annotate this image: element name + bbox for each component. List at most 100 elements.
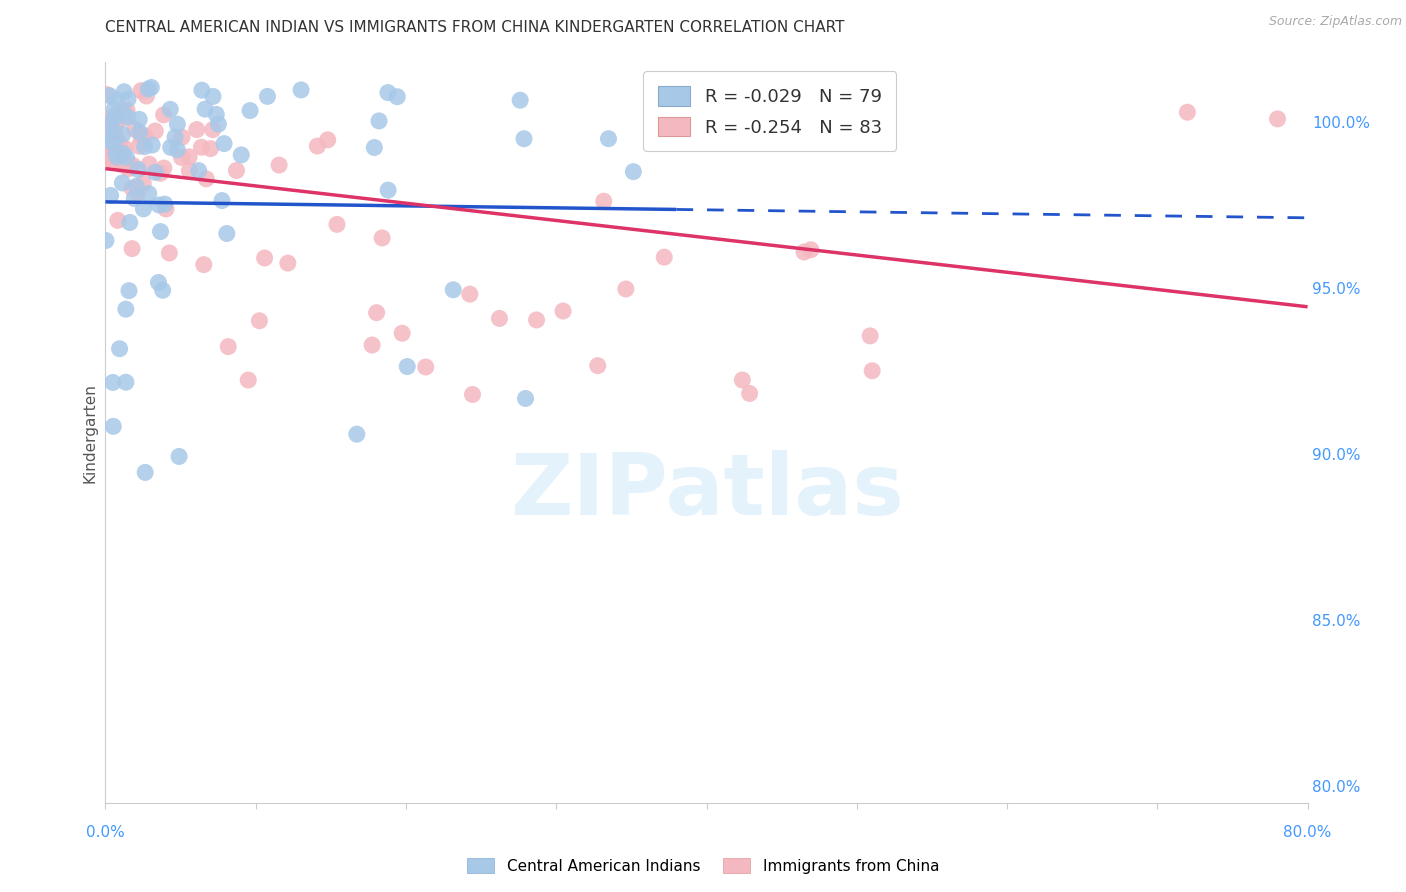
Point [103,102,125,116]
Point [124,122,146,136]
Point [366,306,388,320]
Point [195,172,218,186]
Point [326,218,349,232]
Point [96,152,118,166]
Point [121,181,143,195]
Point [112,111,135,125]
Point [111,106,134,120]
Point [202,89,225,103]
Point [586,359,609,373]
Point [163,130,186,145]
Point [117,157,139,171]
Point [155,202,177,216]
Point [105,93,128,107]
Point [621,164,644,178]
Point [166,143,188,157]
Point [97,119,120,133]
Point [149,166,172,180]
Point [103,125,125,139]
Text: ZIPatlas: ZIPatlas [509,450,904,533]
Point [526,313,548,327]
Point [387,89,409,103]
Point [104,118,127,132]
Point [128,125,150,139]
Point [112,104,135,119]
Point [652,250,675,264]
Point [346,427,368,442]
Point [170,130,193,145]
Point [101,155,124,169]
Point [225,163,247,178]
Point [100,122,122,136]
Point [127,162,149,177]
Point [515,392,537,406]
Point [124,191,146,205]
Point [368,114,391,128]
Point [103,109,125,123]
Point [115,103,138,118]
Point [101,146,124,161]
Point [509,93,531,107]
Point [101,376,124,390]
Point [105,146,128,161]
Point [103,112,125,126]
Point [103,135,125,149]
Point [135,89,157,103]
Point [1267,112,1289,126]
Point [117,161,139,176]
Point [138,186,160,201]
Point [134,128,156,143]
Point [277,256,299,270]
Point [129,128,152,143]
Point [115,151,138,165]
Point [132,177,155,191]
Point [205,107,228,121]
Point [134,139,156,153]
Point [108,136,131,151]
Point [132,202,155,216]
Point [152,108,174,122]
Point [307,139,329,153]
Point [121,158,143,172]
Point [186,122,208,136]
Point [166,117,188,131]
Point [793,245,815,260]
Point [96,87,118,102]
Point [120,160,142,174]
Point [152,283,174,297]
Point [128,112,150,127]
Y-axis label: Kindergarten: Kindergarten [82,383,97,483]
Point [253,251,276,265]
Point [238,373,260,387]
Point [157,246,180,260]
Point [201,122,224,136]
Point [121,242,143,256]
Point [738,386,761,401]
Point [363,140,385,154]
Point [200,142,222,156]
Point [193,258,215,272]
Point [141,138,163,153]
Point [458,287,481,301]
Point [138,157,160,171]
Point [108,342,131,356]
Point [731,373,754,387]
Point [153,161,176,175]
Point [112,85,135,99]
Point [488,311,510,326]
Text: 0.0%: 0.0% [86,825,125,840]
Point [112,146,135,161]
Point [96,129,118,144]
Point [110,157,132,171]
Point [96,150,118,164]
Point [461,387,484,401]
Point [115,376,138,390]
Point [179,150,201,164]
Point [143,124,166,138]
Point [239,103,262,118]
Point [94,112,117,126]
Point [107,213,129,227]
Point [159,103,181,117]
Point [207,117,229,131]
Point [441,283,464,297]
